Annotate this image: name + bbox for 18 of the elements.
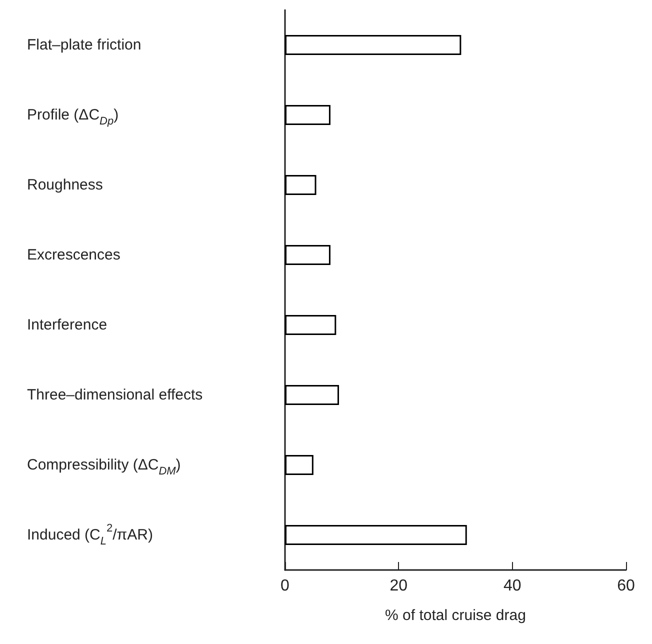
x-axis-title: % of total cruise drag <box>385 607 526 624</box>
x-tick-label: 0 <box>280 578 290 594</box>
y-tick-label: Excrescences <box>27 246 120 264</box>
bar <box>285 35 462 55</box>
bar <box>285 245 330 265</box>
bar <box>285 105 330 125</box>
y-tick-label: Three–dimensional effects <box>27 386 203 404</box>
y-tick-label: Flat–plate friction <box>27 36 142 54</box>
x-tick-label: 40 <box>503 578 522 594</box>
y-tick-label: Roughness <box>27 176 103 194</box>
bar <box>285 385 339 405</box>
bar <box>285 175 316 195</box>
bar <box>285 315 336 335</box>
x-tick-label: 60 <box>617 578 635 594</box>
x-tick-label: 20 <box>390 578 408 594</box>
bar <box>285 455 314 475</box>
y-tick-label: Interference <box>27 316 108 334</box>
bar <box>285 525 467 545</box>
